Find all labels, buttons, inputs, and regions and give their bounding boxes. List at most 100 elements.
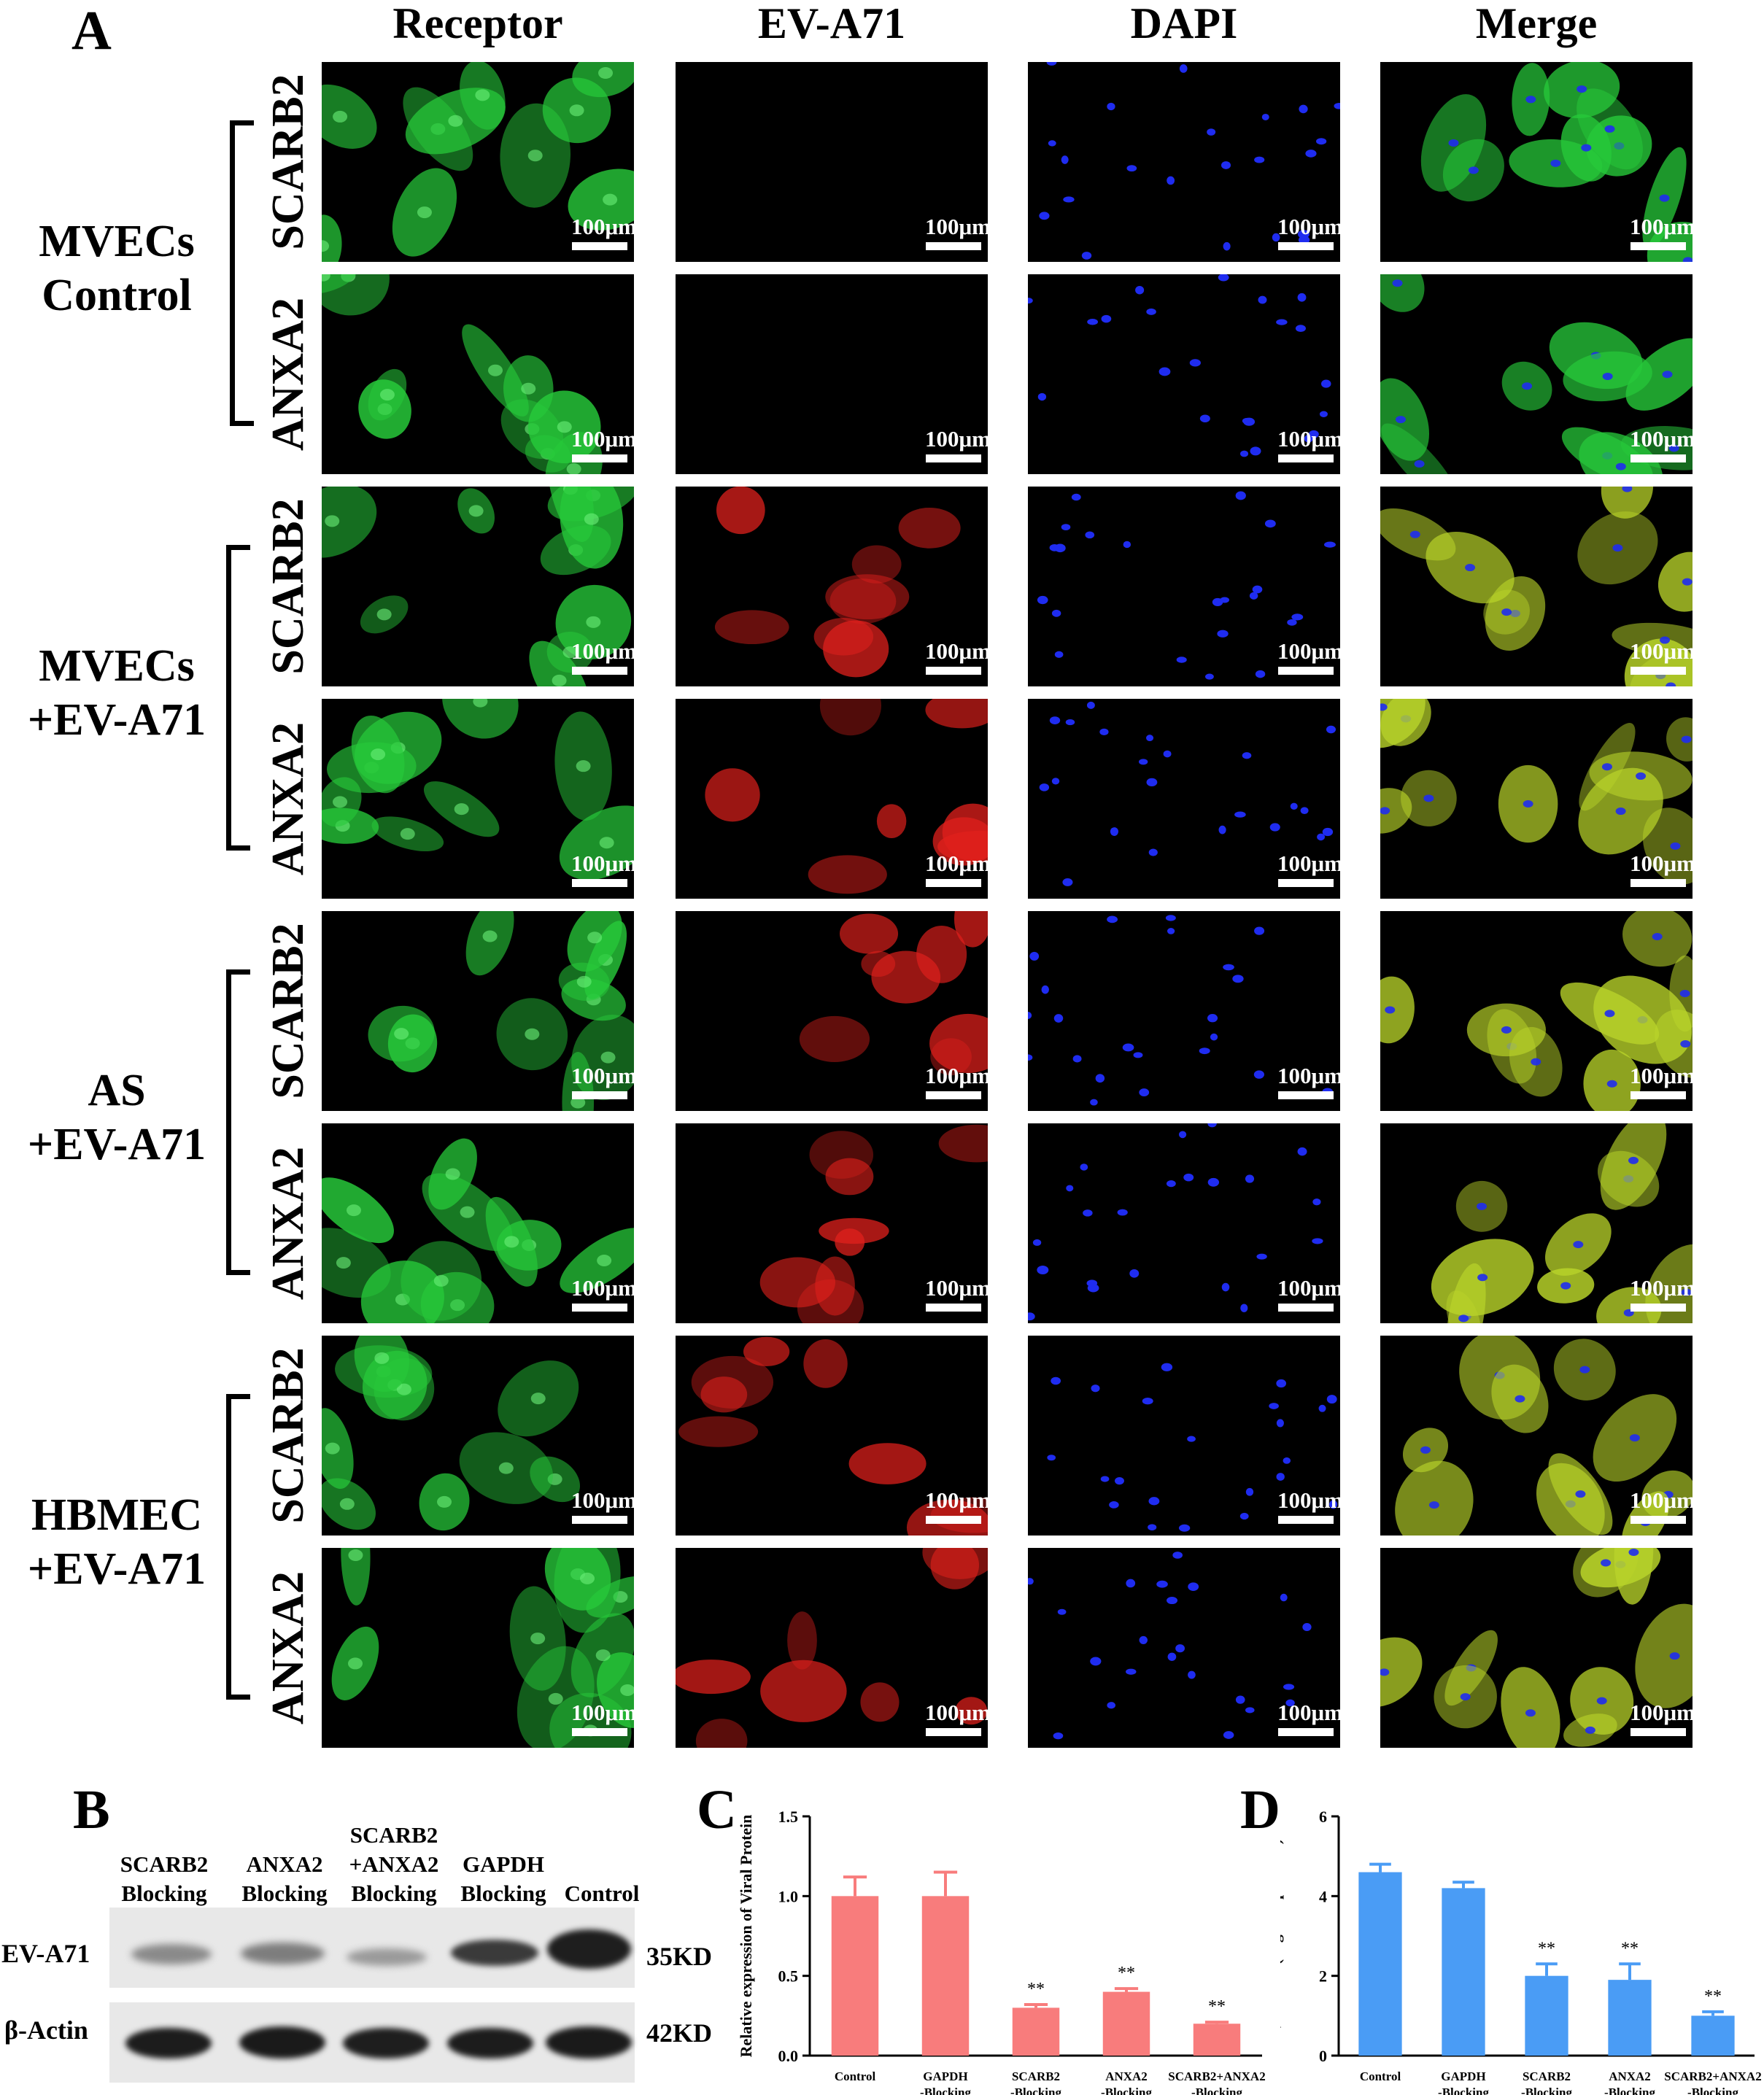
micrograph-dapi: 100μm — [1028, 1123, 1340, 1323]
scale-bar: 100μm — [925, 1064, 988, 1099]
scale-bar: 100μm — [925, 427, 988, 462]
micrograph-ev-a71: 100μm — [676, 911, 988, 1111]
row-label-anxa2: ANXA2 — [263, 297, 313, 452]
scale-bar-label: 100μm — [1277, 851, 1340, 876]
x-tick-label: Control — [1360, 2069, 1401, 2083]
bar — [1442, 1888, 1485, 2056]
scale-bar: 100μm — [1277, 427, 1340, 462]
group-label: HBMEC +EV-A71 — [27, 1490, 206, 1594]
scale-bar-label: 100μm — [1630, 851, 1693, 876]
micrograph-receptor: 100μm — [322, 274, 634, 474]
micrograph-image — [799, 911, 988, 1076]
panel-c-letter: C — [697, 1779, 737, 1840]
micrograph-image — [322, 62, 634, 262]
bar — [1691, 2015, 1735, 2056]
micrograph-image — [676, 1548, 988, 1748]
blot-band — [241, 1943, 325, 1964]
scale-bar-line — [572, 1304, 627, 1312]
scale-bar-line — [1630, 1304, 1686, 1312]
row-label-scarb2: SCARB2 — [263, 498, 313, 675]
y-tick-label: 0.5 — [778, 1967, 799, 1986]
scale-bar-label: 100μm — [925, 1063, 988, 1088]
group-bracket — [226, 545, 250, 851]
blot-band — [239, 2026, 325, 2059]
scale-bar-label: 100μm — [571, 1275, 634, 1301]
lane-label-text: SCARB2 +ANXA2 Blocking — [349, 1822, 439, 1906]
bar — [1525, 1975, 1568, 2056]
scale-bar-label: 100μm — [571, 426, 634, 452]
scale-bar: 100μm — [571, 427, 634, 462]
row-label-scarb2: SCARB2 — [263, 1347, 313, 1524]
micrograph-image — [1039, 62, 1340, 260]
scale-bar-label: 100μm — [925, 1487, 988, 1513]
micrograph-image — [1431, 1123, 1693, 1323]
panel-b-letter: B — [73, 1779, 110, 1840]
micrograph-dapi: 100μm — [1028, 62, 1340, 262]
micrograph-image — [368, 911, 634, 1111]
scale-bar-label: 100μm — [1277, 426, 1340, 452]
micrograph-image — [331, 1548, 634, 1748]
scale-bar-line — [1278, 1728, 1334, 1736]
micrograph-merge: 100μm — [1380, 1548, 1693, 1748]
lane-label-scarb2-anxa2: SCARB2 +ANXA2 Blocking — [339, 1821, 449, 1908]
bar — [1012, 2007, 1060, 2056]
scale-bar-line — [572, 1516, 627, 1524]
lane-label-text: SCARB2 Blocking — [120, 1851, 209, 1906]
x-tick-label: ANXA2 — [1609, 2069, 1651, 2083]
row-label-anxa2: ANXA2 — [263, 721, 313, 876]
x-tick-label: SCARB2 — [1523, 2069, 1571, 2083]
scale-bar-label: 100μm — [1630, 426, 1693, 452]
micrograph-merge: 100μm — [1380, 911, 1693, 1111]
scale-bar-line — [1278, 667, 1334, 675]
x-tick-label: -Blocking — [920, 2086, 971, 2095]
micrograph-dapi: 100μm — [1028, 911, 1340, 1111]
x-tick-label: ANXA2 — [1105, 2069, 1148, 2083]
scale-bar: 100μm — [1630, 427, 1693, 462]
micrograph-image — [1028, 915, 1334, 1106]
y-tick-label: 4 — [1319, 1887, 1327, 1905]
scale-bar-label: 100μm — [1630, 1700, 1693, 1725]
scale-bar: 100μm — [925, 1489, 988, 1524]
scale-bar-line — [1630, 1728, 1686, 1736]
scale-bar: 100μm — [1630, 640, 1693, 675]
lane-label-scarb2: SCARB2 Blocking — [109, 1850, 219, 1908]
scale-bar-label: 100μm — [571, 1063, 634, 1088]
micrograph-image — [322, 699, 634, 880]
group-label: MVECs +EV-A71 — [27, 640, 206, 745]
group-bracket — [226, 969, 250, 1275]
bar — [831, 1896, 879, 2056]
significance-marker: ** — [1704, 1987, 1722, 2006]
scale-bar-line — [1278, 454, 1334, 462]
micrograph-ev-a71: 100μm — [676, 487, 988, 686]
scale-bar-label: 100μm — [571, 851, 634, 876]
scale-bar-line — [926, 667, 981, 675]
significance-marker: ** — [1118, 1964, 1135, 1983]
lane-label-control: Control — [554, 1879, 649, 1908]
micrograph-image — [1420, 62, 1693, 262]
scale-bar-label: 100μm — [1630, 638, 1693, 664]
bar — [1358, 1872, 1402, 2056]
x-tick-label: -Blocking — [1101, 2086, 1152, 2095]
scale-bar: 100μm — [1630, 215, 1693, 250]
row-label-anxa2: ANXA2 — [263, 1571, 313, 1725]
micrograph-receptor: 100μm — [322, 1123, 634, 1323]
micrograph-image — [1380, 699, 1693, 885]
y-tick-label: 0 — [1319, 2047, 1327, 2065]
scale-bar-label: 100μm — [1630, 1275, 1693, 1301]
scale-bar-label: 100μm — [571, 214, 634, 239]
x-tick-label: SCARB2+ANXA2 — [1168, 2069, 1265, 2083]
micrograph-image — [322, 1138, 634, 1323]
row-label-scarb2: SCARB2 — [263, 923, 313, 1099]
scale-bar: 100μm — [1277, 1701, 1340, 1736]
scale-bar-label: 100μm — [571, 1487, 634, 1513]
scale-bar-label: 100μm — [925, 214, 988, 239]
micrograph-image — [322, 274, 603, 474]
scale-bar-label: 100μm — [925, 1275, 988, 1301]
panel-a-letter: A — [71, 0, 112, 61]
blot-band — [547, 1929, 631, 1969]
y-axis-label: Relative expression of Viral Protein — [737, 1815, 755, 2058]
scale-bar: 100μm — [925, 640, 988, 675]
micrograph-ev-a71: 100μm — [676, 1336, 988, 1536]
scale-bar: 100μm — [1277, 1277, 1340, 1312]
scale-bar: 100μm — [925, 215, 988, 250]
